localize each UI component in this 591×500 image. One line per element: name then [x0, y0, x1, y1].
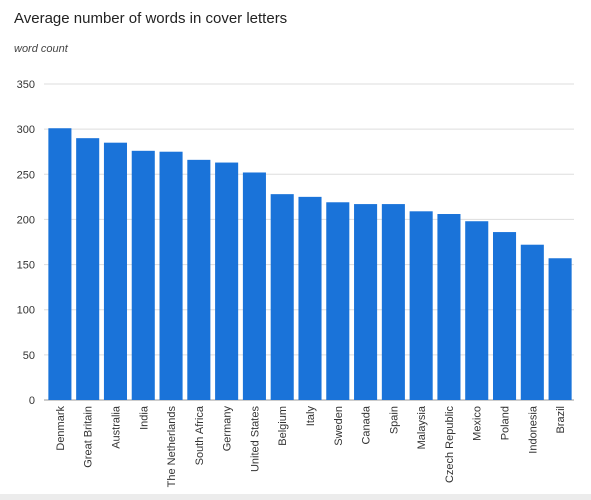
- bar-great-britain[interactable]: [76, 138, 100, 400]
- bar-australia[interactable]: [103, 142, 128, 400]
- bar-canada[interactable]: [354, 204, 378, 400]
- bar-mexico[interactable]: [465, 221, 489, 400]
- x-tick-label: Czech Republic: [444, 406, 456, 484]
- x-tick-label: Poland: [500, 406, 512, 440]
- bar-spain[interactable]: [381, 204, 405, 400]
- bar-poland[interactable]: [492, 232, 517, 400]
- y-tick-label: 250: [17, 169, 35, 181]
- y-tick-label: 350: [17, 79, 35, 91]
- bottom-divider: [0, 494, 591, 500]
- x-axis-ticks: Denmark Great Britain Australia India The Ne…: [55, 405, 567, 487]
- x-tick-label: Canada: [361, 405, 373, 444]
- bar-belgium[interactable]: [270, 194, 294, 400]
- bar-denmark[interactable]: [48, 128, 72, 401]
- x-tick-label: Brazil: [555, 406, 567, 434]
- bar-malaysia[interactable]: [409, 211, 433, 400]
- y-tick-label: 200: [17, 214, 35, 226]
- bar-sweden[interactable]: [326, 202, 350, 400]
- bar-germany[interactable]: [215, 162, 239, 400]
- x-tick-label: Indonesia: [527, 405, 539, 454]
- x-tick-label: Mexico: [472, 406, 484, 441]
- x-tick-label: Spain: [388, 406, 400, 434]
- bar-czech-republic[interactable]: [437, 214, 461, 400]
- x-tick-label: The Netherlands: [166, 406, 178, 488]
- x-tick-label: South Africa: [194, 405, 206, 465]
- chart-title: Average number of words in cover letters: [14, 10, 288, 27]
- y-tick-label: 0: [29, 395, 35, 407]
- bar-the-netherlands[interactable]: [159, 151, 183, 400]
- y-tick-label: 300: [17, 124, 35, 136]
- bar-united-states[interactable]: [242, 172, 266, 400]
- y-axis-ticks: 0 50 100 150 200 250 300 350: [17, 79, 35, 407]
- y-tick-label: 100: [17, 305, 35, 317]
- x-tick-label: Australia: [110, 405, 122, 449]
- x-tick-label: Great Britain: [83, 406, 95, 468]
- bar-italy[interactable]: [298, 196, 322, 400]
- y-axis-label: word count: [14, 43, 68, 55]
- x-tick-label: Italy: [305, 406, 317, 427]
- bar-india[interactable]: [131, 150, 155, 400]
- x-tick-label: Denmark: [55, 406, 67, 451]
- x-tick-label: Sweden: [333, 406, 345, 446]
- bar-brazil[interactable]: [548, 258, 572, 400]
- x-tick-label: United States: [249, 406, 261, 473]
- bars: [48, 128, 572, 401]
- x-tick-label: Germany: [222, 406, 234, 452]
- y-tick-label: 50: [23, 350, 35, 362]
- x-tick-label: Belgium: [277, 406, 289, 446]
- x-tick-label: Malaysia: [416, 405, 428, 449]
- bar-indonesia[interactable]: [520, 244, 544, 400]
- bar-south-africa[interactable]: [187, 159, 211, 400]
- x-tick-label: India: [138, 405, 150, 430]
- y-tick-label: 150: [17, 260, 35, 272]
